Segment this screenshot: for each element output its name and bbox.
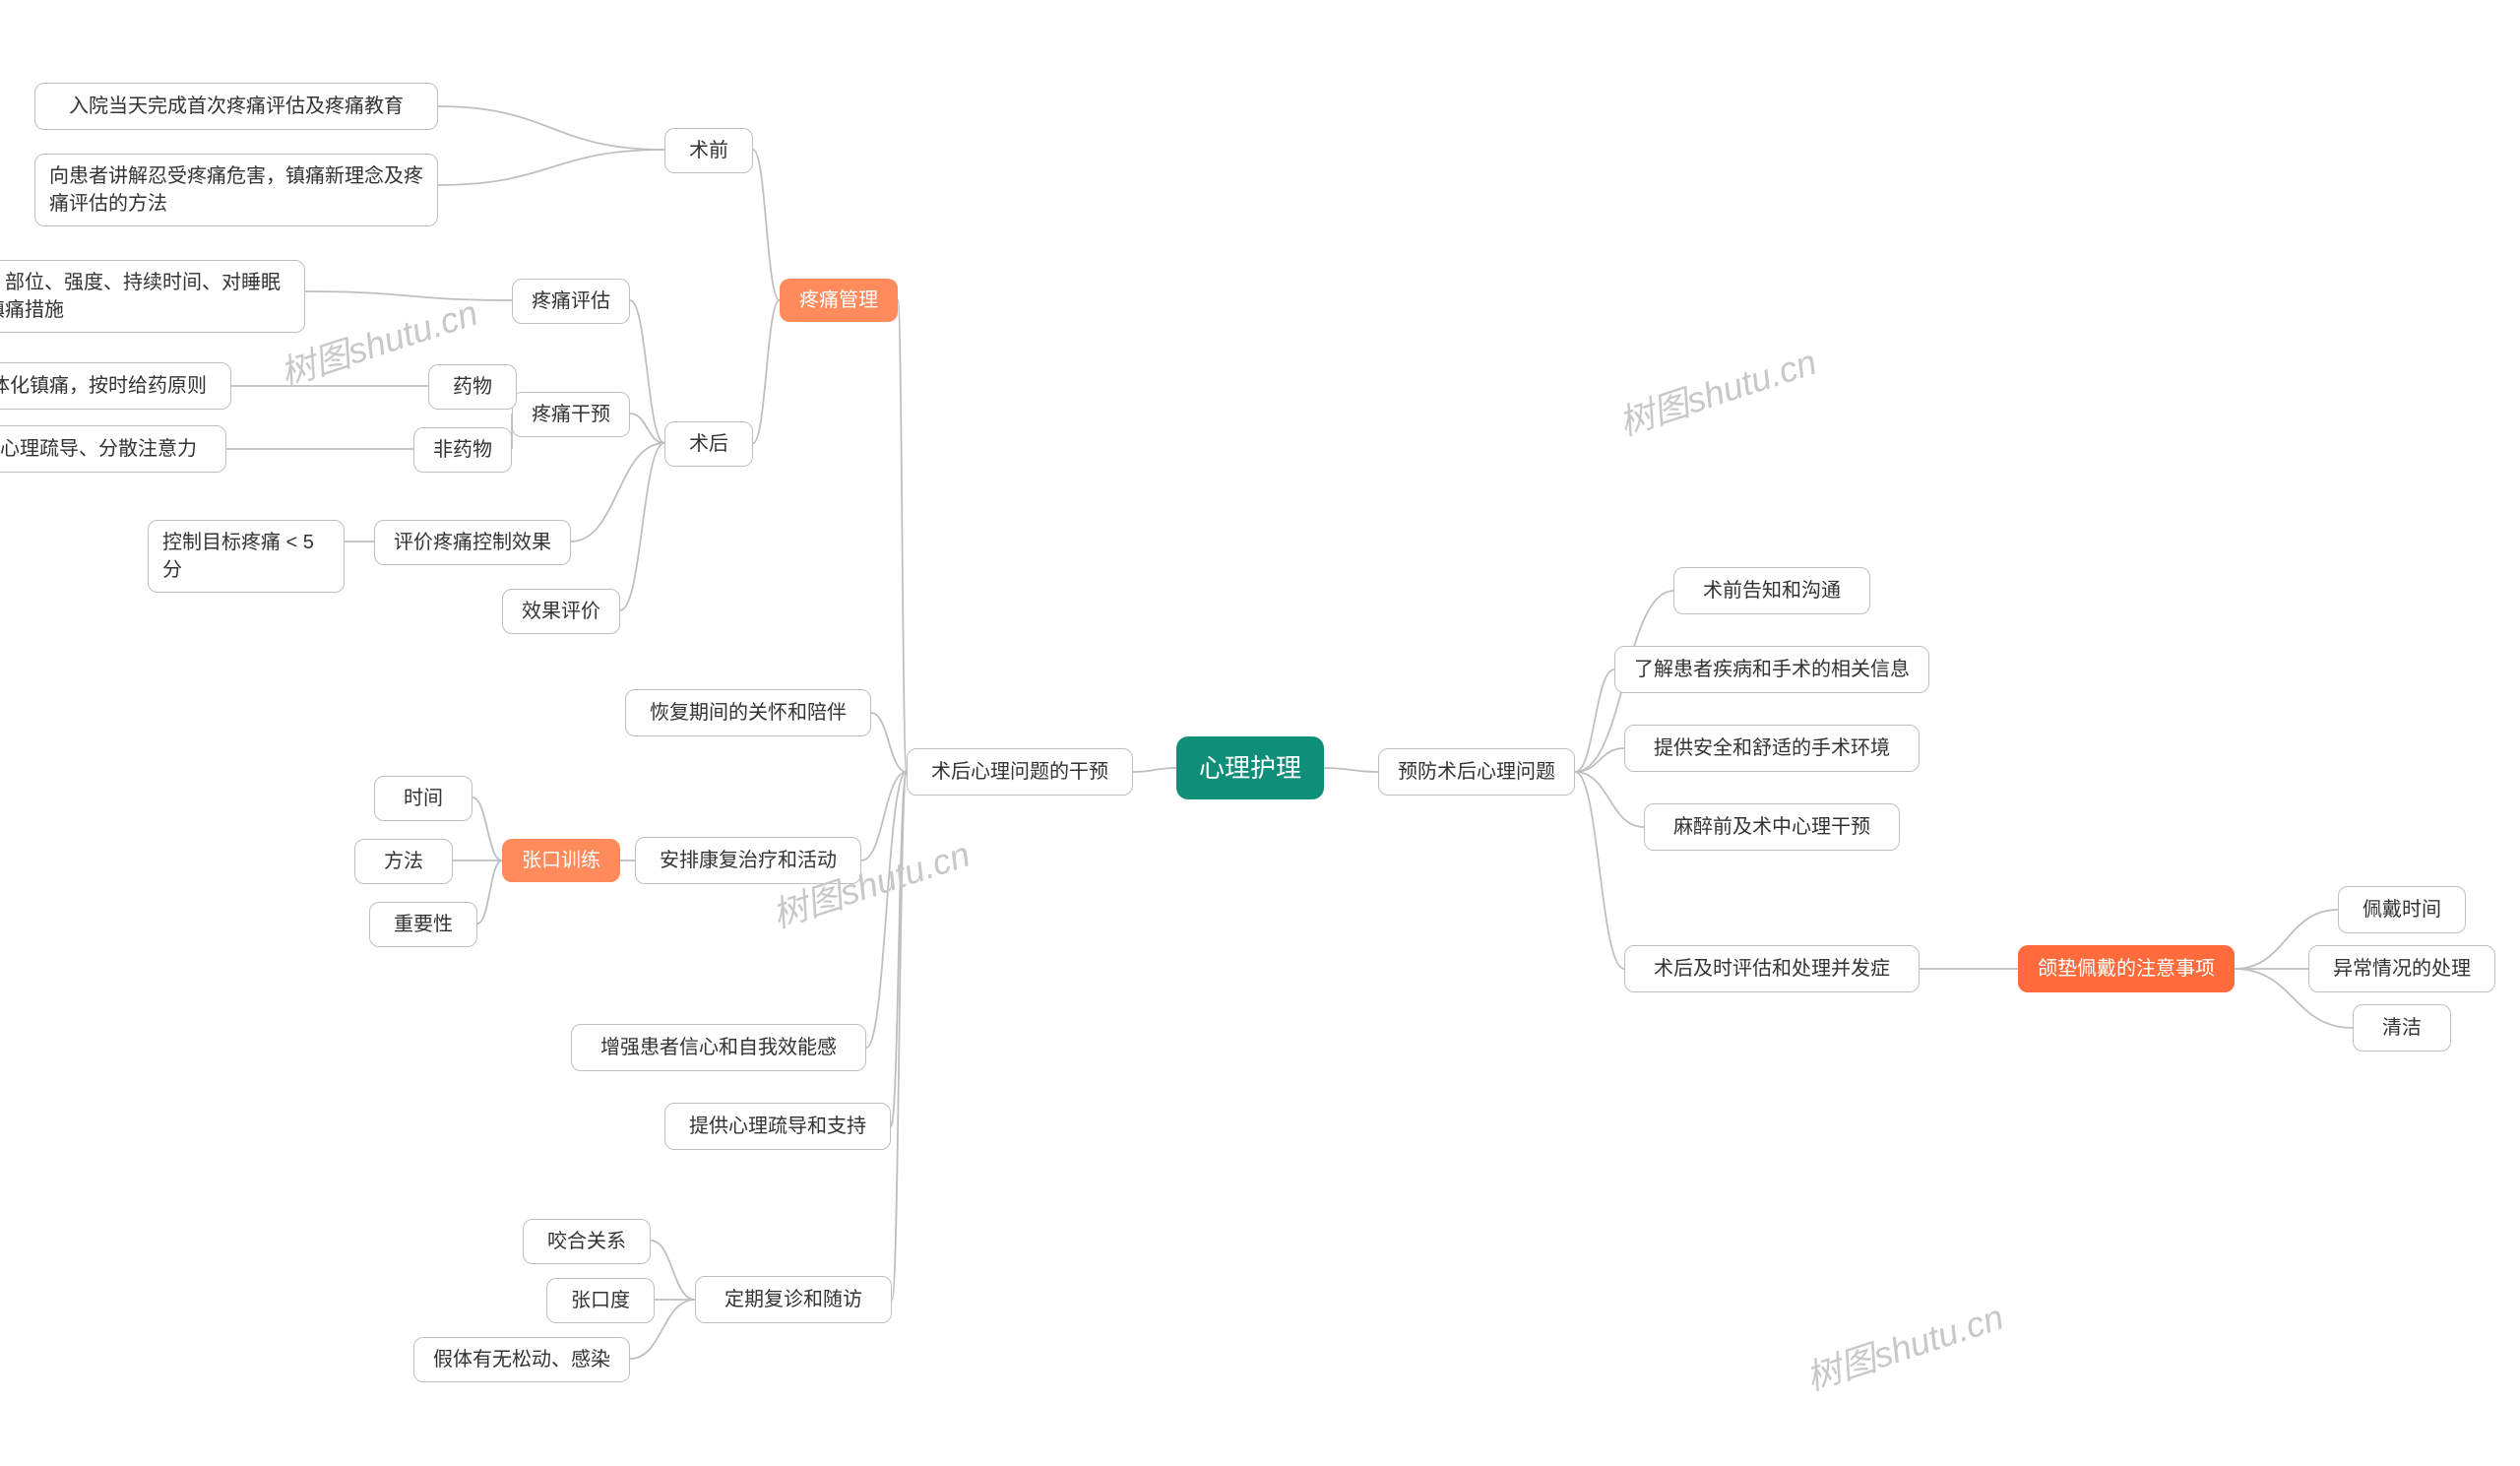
mindmap-node-l1_pain_pre: 术前 [664, 128, 753, 173]
mindmap-node-l1_pain_post_intv_nond: 非药物 [413, 427, 512, 473]
mindmap-edge [866, 772, 907, 1048]
mindmap-node-r1b: 了解患者疾病和手术的相关信息 [1614, 646, 1929, 693]
mindmap-edge [1575, 669, 1614, 772]
mindmap-node-l1_pain_post_eff: 评价疼痛控制效果 [374, 520, 571, 565]
mindmap-node-l1_pain_post_intv: 疼痛干预 [512, 392, 630, 437]
mindmap-node-l1_supp: 提供心理疏导和支持 [664, 1103, 891, 1150]
mindmap-node-r1e: 术后及时评估和处理并发症 [1624, 945, 1920, 992]
mindmap-node-l1_act_open: 张口训练 [502, 839, 620, 882]
mindmap-node-r1a: 术前告知和沟通 [1673, 567, 1870, 614]
mindmap-node-l1_pain: 疼痛管理 [780, 279, 898, 322]
mindmap-edge [1324, 768, 1378, 772]
mindmap-edge [438, 150, 664, 185]
mindmap-edge [472, 797, 502, 860]
mindmap-edge [630, 414, 664, 443]
mindmap-edge [861, 772, 907, 860]
mindmap-edge [571, 443, 664, 542]
mindmap-node-l1_conf: 增强患者信心和自我效能感 [571, 1024, 866, 1071]
mindmap-node-l1_pain_pre_a: 入院当天完成首次疼痛评估及疼痛教育 [34, 83, 438, 130]
mindmap-node-l1_pain_post_eval: 疼痛评估 [512, 279, 630, 324]
mindmap-node-l1_follow: 定期复诊和随访 [695, 1276, 892, 1323]
mindmap-node-r1c: 提供安全和舒适的手术环境 [1624, 725, 1920, 772]
mindmap-node-l1_pain_post_intv_drug: 药物 [428, 364, 517, 410]
mindmap-edge [1575, 772, 1644, 827]
mindmap-edge [1133, 768, 1176, 772]
mindmap-node-l1_follow_a: 咬合关系 [523, 1219, 651, 1264]
watermark-text: 树图shutu.cn [1798, 1289, 2009, 1401]
mindmap-node-r1: 预防术后心理问题 [1378, 748, 1575, 796]
mindmap-node-l1_act_open_a: 时间 [374, 776, 472, 821]
mindmap-node-r1e1a: 佩戴时间 [2338, 886, 2466, 933]
mindmap-node-l1_pain_post_res: 效果评价 [502, 589, 620, 634]
mindmap-node-l1_follow_c: 假体有无松动、感染 [413, 1337, 630, 1382]
mindmap-node-l1_pain_pre_b: 向患者讲解忍受疼痛危害，镇痛新理念及疼痛评估的方法 [34, 154, 438, 226]
mindmap-node-r1e1: 颌垫佩戴的注意事项 [2018, 945, 2235, 992]
mindmap-edge [305, 291, 512, 300]
mindmap-node-l1: 术后心理问题的干预 [907, 748, 1133, 796]
mindmap-edge [651, 1241, 695, 1300]
mindmap-edge [620, 443, 664, 610]
mindmap-edge [753, 150, 780, 300]
mindmap-node-l1_act_open_b: 方法 [354, 839, 453, 884]
mindmap-node-l1_follow_b: 张口度 [546, 1278, 655, 1323]
mindmap-edge [477, 860, 502, 924]
mindmap-node-root: 心理护理 [1176, 736, 1324, 799]
mindmap-node-l1_pain_post: 术后 [664, 421, 753, 467]
mindmap-edge [871, 713, 907, 772]
mindmap-node-l1_care: 恢复期间的关怀和陪伴 [625, 689, 871, 736]
mindmap-node-l1_pain_post_intv_drug_a: 多模式、个体化镇痛，按时给药原则 [0, 362, 231, 410]
mindmap-edge [891, 772, 907, 1126]
mindmap-node-r1e1c: 清洁 [2353, 1004, 2451, 1052]
mindmap-edge [438, 106, 664, 150]
mindmap-edge [630, 300, 664, 443]
watermark-text: 树图shutu.cn [1611, 334, 1822, 446]
mindmap-edge [1575, 772, 1624, 969]
mindmap-node-l1_pain_post_eff_a: 控制目标疼痛 < 5分 [148, 520, 345, 593]
mindmap-node-r1e1b: 异常情况的处理 [2308, 945, 2495, 992]
mindmap-node-l1_act: 安排康复治疗和活动 [635, 837, 861, 884]
mindmap-edge [753, 300, 780, 443]
mindmap-node-l1_pain_post_intv_nond_a: 物理治疗、心理疏导、分散注意力 [0, 425, 226, 473]
mindmap-edge [898, 300, 907, 772]
mindmap-edge [1575, 748, 1624, 772]
mindmap-node-l1_act_open_c: 重要性 [369, 902, 477, 947]
mindmap-node-r1d: 麻醉前及术中心理干预 [1644, 803, 1900, 851]
mindmap-edge [892, 772, 907, 1300]
mindmap-node-l1_pain_post_eval_a: 疼痛时间、部位、强度、持续时间、对睡眠的影响及镇痛措施 [0, 260, 305, 333]
